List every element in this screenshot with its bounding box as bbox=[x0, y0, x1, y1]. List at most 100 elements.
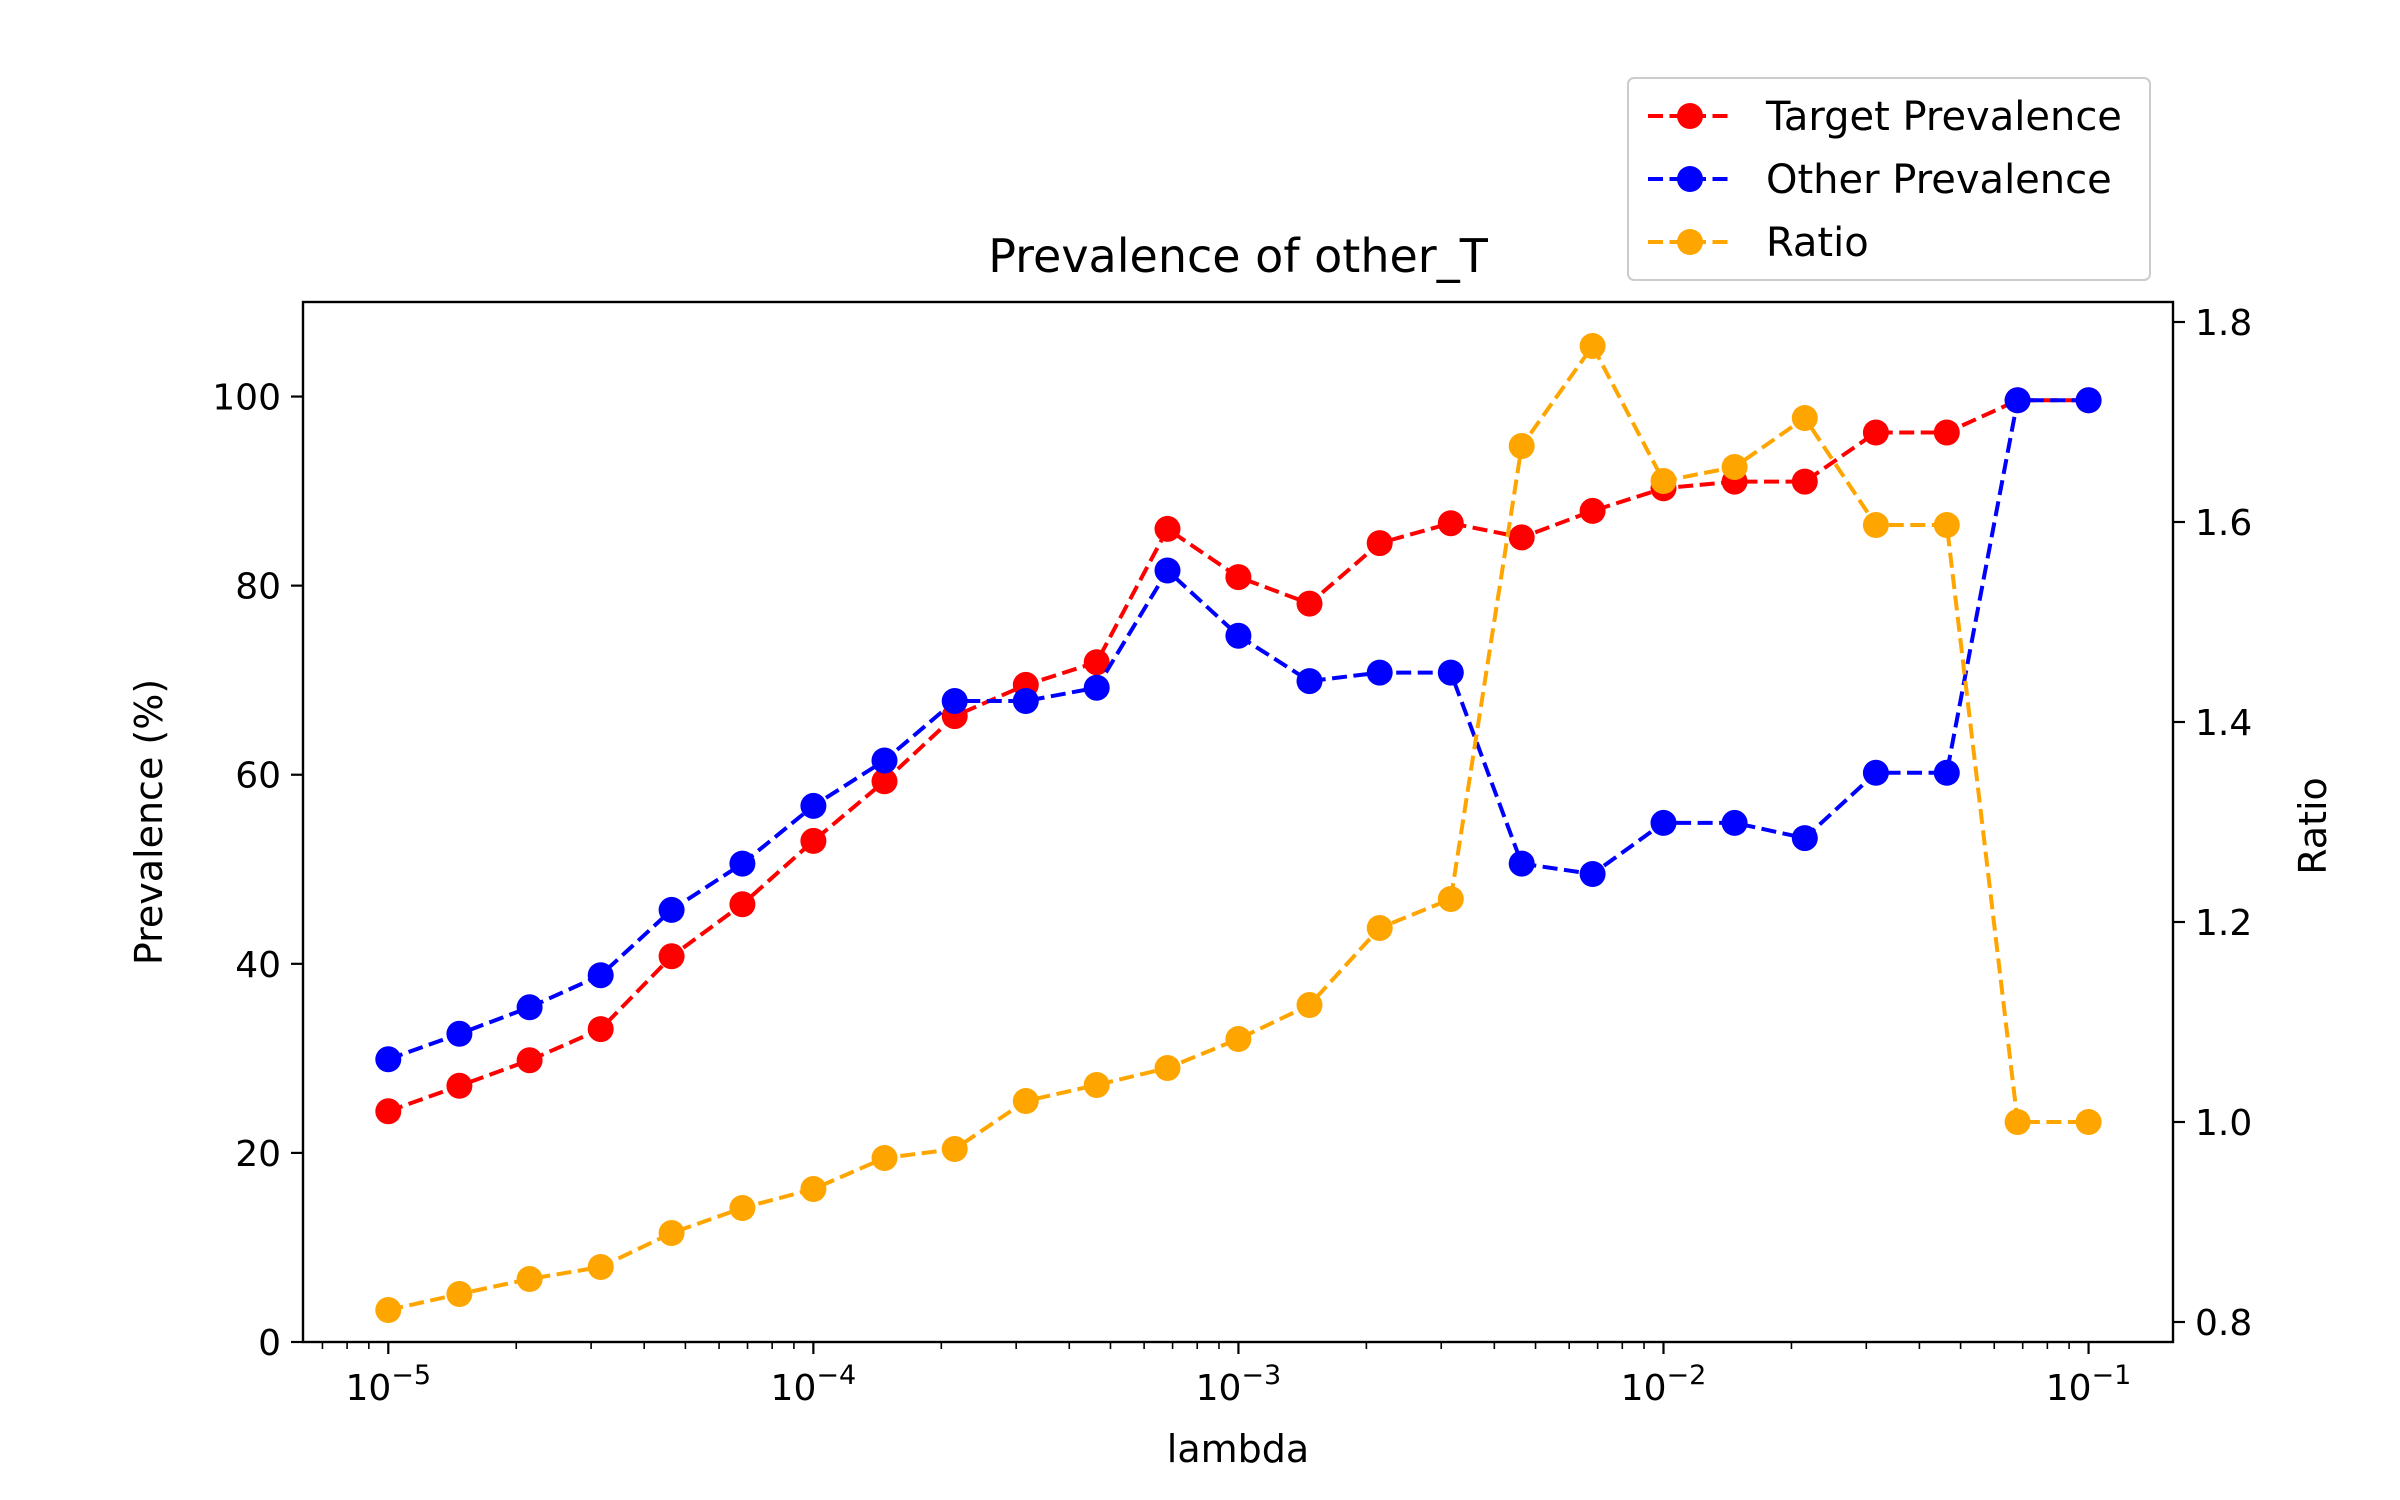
data-point bbox=[1721, 454, 1748, 480]
data-point bbox=[871, 747, 898, 774]
data-point bbox=[1579, 861, 1606, 887]
legend[interactable]: Target Prevalence Other Prevalence Ratio bbox=[1627, 77, 2151, 281]
data-point bbox=[800, 792, 827, 819]
data-point bbox=[1933, 759, 1960, 786]
series-ratio bbox=[375, 333, 2102, 1323]
data-point bbox=[871, 768, 898, 795]
data-point bbox=[1791, 405, 1818, 431]
x-axis: 10−5 10−4 10−3 10−2 10−1 bbox=[321, 1342, 2132, 1409]
data-point bbox=[1508, 850, 1535, 877]
y2-axis-label: Ratio bbox=[2291, 777, 2335, 875]
legend-label: Other Prevalence bbox=[1766, 157, 2112, 203]
y-tick-label: 80 bbox=[235, 567, 281, 608]
data-point bbox=[2004, 387, 2031, 414]
data-point bbox=[516, 994, 543, 1021]
legend-label: Ratio bbox=[1766, 220, 1869, 266]
data-point bbox=[941, 688, 968, 714]
y-axis-right: 0.8 1.0 1.2 1.4 1.6 1.8 bbox=[2173, 303, 2252, 1344]
data-point bbox=[1012, 688, 1039, 714]
series-other-prevalence bbox=[375, 387, 2102, 1073]
data-point bbox=[1862, 419, 1889, 446]
data-point bbox=[1933, 419, 1960, 446]
data-point bbox=[1650, 809, 1677, 836]
data-point bbox=[1721, 809, 1748, 836]
y-tick-label: 40 bbox=[235, 945, 281, 986]
data-point bbox=[2075, 1109, 2102, 1135]
x-tick-label: 10−4 bbox=[771, 1360, 857, 1409]
y2-tick-label: 0.8 bbox=[2195, 1303, 2252, 1344]
legend-marker bbox=[1677, 166, 1703, 192]
y-tick-label: 20 bbox=[235, 1134, 281, 1175]
y2-tick-label: 1.4 bbox=[2195, 703, 2252, 744]
data-point bbox=[1508, 433, 1535, 459]
data-point bbox=[587, 1254, 614, 1280]
y2-tick-label: 1.0 bbox=[2195, 1103, 2252, 1144]
y2-tick-label: 1.2 bbox=[2195, 903, 2252, 944]
data-point bbox=[941, 1136, 968, 1162]
data-point bbox=[1083, 674, 1110, 701]
data-point bbox=[516, 1047, 543, 1074]
y2-tick-label: 1.8 bbox=[2195, 303, 2252, 344]
x-tick-label: 10−1 bbox=[2046, 1360, 2132, 1409]
data-point bbox=[446, 1020, 473, 1047]
y-tick-label: 100 bbox=[212, 378, 281, 419]
legend-entry[interactable]: Ratio bbox=[1648, 220, 1869, 266]
data-point bbox=[1650, 468, 1677, 494]
data-point bbox=[1083, 649, 1110, 676]
data-point bbox=[375, 1297, 402, 1323]
legend-marker bbox=[1677, 103, 1703, 129]
data-point bbox=[729, 891, 756, 918]
data-point bbox=[1225, 1026, 1252, 1052]
legend-entry[interactable]: Other Prevalence bbox=[1648, 157, 2112, 203]
data-point bbox=[871, 1145, 898, 1171]
data-point bbox=[1862, 759, 1889, 786]
data-point bbox=[2004, 1109, 2031, 1135]
y-axis-label: Prevalence (%) bbox=[127, 679, 171, 965]
data-point bbox=[658, 896, 685, 923]
y-tick-label: 60 bbox=[235, 756, 281, 797]
data-point bbox=[516, 1266, 543, 1292]
data-point bbox=[587, 1016, 614, 1043]
data-point bbox=[1225, 622, 1252, 649]
x-tick-label: 10−3 bbox=[1196, 1360, 1282, 1409]
data-point bbox=[658, 1220, 685, 1246]
data-point bbox=[1366, 915, 1393, 941]
legend-label: Target Prevalence bbox=[1765, 94, 2122, 140]
legend-entry[interactable]: Target Prevalence bbox=[1648, 94, 2122, 140]
x-tick-label: 10−2 bbox=[1621, 1360, 1707, 1409]
data-point bbox=[1508, 524, 1535, 551]
y-tick-label: 0 bbox=[258, 1323, 281, 1364]
data-point bbox=[1296, 668, 1323, 695]
data-point bbox=[1579, 333, 1606, 359]
x-axis-label: lambda bbox=[1167, 1427, 1309, 1471]
data-point bbox=[658, 943, 685, 970]
data-point bbox=[1933, 512, 1960, 538]
series-layer bbox=[375, 333, 2102, 1323]
data-point bbox=[1154, 515, 1181, 542]
data-point bbox=[800, 827, 827, 854]
data-point bbox=[587, 962, 614, 989]
data-point bbox=[1437, 510, 1464, 537]
data-point bbox=[1791, 825, 1818, 852]
data-point bbox=[729, 1195, 756, 1221]
data-point bbox=[2075, 387, 2102, 414]
data-point bbox=[729, 850, 756, 877]
legend-marker bbox=[1677, 229, 1703, 255]
data-point bbox=[1083, 1072, 1110, 1098]
data-point bbox=[1437, 886, 1464, 912]
data-point bbox=[446, 1072, 473, 1099]
legend-box bbox=[1627, 77, 2151, 281]
data-point bbox=[375, 1046, 402, 1073]
data-point bbox=[1366, 530, 1393, 557]
data-point bbox=[1437, 659, 1464, 686]
data-point bbox=[1579, 497, 1606, 524]
series-target-prevalence bbox=[375, 387, 2102, 1125]
data-point bbox=[1296, 992, 1323, 1018]
y-axis-left: 0 20 40 60 80 100 bbox=[212, 378, 303, 1364]
chart-title: Prevalence of other_T bbox=[988, 229, 1489, 283]
y2-tick-label: 1.6 bbox=[2195, 503, 2252, 544]
data-point bbox=[1366, 659, 1393, 686]
data-point bbox=[1862, 512, 1889, 538]
data-point bbox=[1012, 1088, 1039, 1114]
